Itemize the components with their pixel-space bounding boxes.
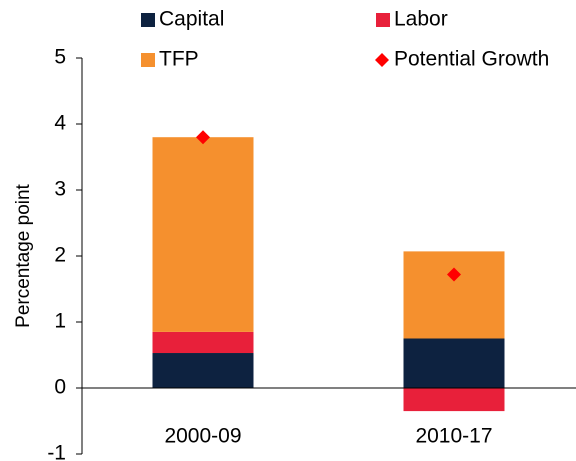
x-tick-label: 2010-17 [415,425,492,448]
legend-swatch [141,13,155,27]
y-tick-label: 2 [54,244,66,267]
legend-marker [375,53,389,67]
bar-segment [152,137,254,332]
bar-segment [403,251,505,339]
y-tick-label: 4 [54,112,66,135]
y-tick-label: 3 [54,178,66,201]
legend-label: Labor [394,8,448,31]
y-tick-label: 5 [54,46,66,69]
bar-segment [403,388,505,412]
bar-segment [152,353,254,388]
legend-swatch [376,13,390,27]
legend-label: TFP [159,48,199,71]
legend-swatch [141,53,155,67]
y-tick-label: 1 [54,310,66,333]
y-tick-label: -1 [47,442,66,461]
potential-growth-marker [447,267,461,282]
x-tick-label: 2000-09 [164,425,241,448]
y-axis-label: Percentage point [13,183,34,327]
potential-growth-marker [196,130,210,145]
bar-segment [403,338,505,388]
bar-segment [152,331,254,354]
legend-label: Capital [159,8,224,31]
legend-label: Potential Growth [394,48,549,71]
y-tick-label: 0 [54,376,66,399]
